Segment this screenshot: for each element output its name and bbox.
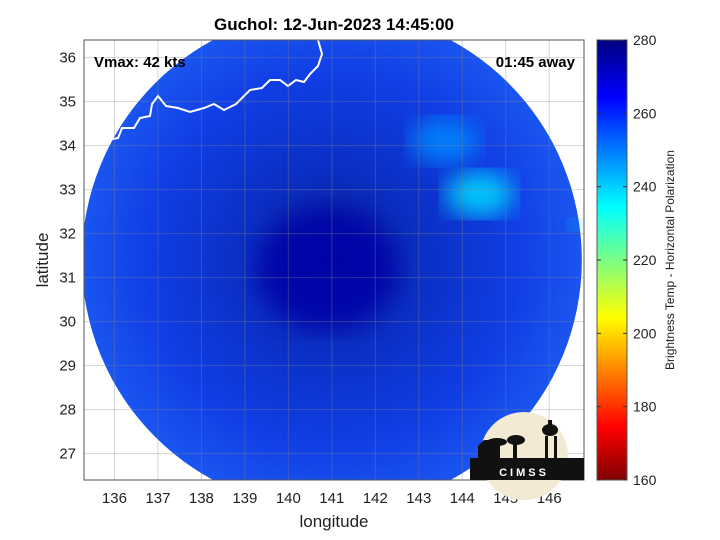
x-tick-label: 142 (363, 490, 388, 507)
chart-title: Guchol: 12-Jun-2023 14:45:00 (214, 15, 454, 34)
y-tick-label: 33 (59, 182, 76, 199)
y-tick-label: 29 (59, 358, 76, 375)
x-tick-label: 137 (145, 490, 170, 507)
y-axis-label: latitude (33, 233, 52, 288)
colorbar-tick-label: 260 (633, 105, 657, 121)
convection-band (445, 172, 514, 216)
colorbar-label: Brightness Temp - Horizontal Polarizatio… (663, 150, 677, 370)
colorbar-tick-label: 160 (633, 472, 657, 488)
colorbar-tick-label: 200 (633, 325, 657, 341)
colorbar-tick-label: 280 (633, 32, 657, 48)
edge-cell (567, 218, 584, 231)
y-tick-label: 27 (59, 446, 76, 463)
eye-region (257, 208, 398, 329)
y-tick-label: 34 (59, 138, 76, 155)
svg-text:CIMSS: CIMSS (499, 467, 549, 479)
coastline (84, 61, 111, 87)
vmax-annotation: Vmax: 42 kts (94, 54, 186, 71)
x-tick-label: 139 (232, 490, 257, 507)
colorbar-tick-label: 240 (633, 179, 657, 195)
convection-band (410, 119, 479, 164)
colorbar-tick-label: 180 (633, 399, 657, 415)
y-tick-label: 30 (59, 314, 76, 331)
x-tick-label: 144 (450, 490, 475, 507)
x-tick-label: 136 (102, 490, 127, 507)
convection-features (257, 119, 584, 329)
colorbar-tick-label: 220 (633, 252, 657, 268)
x-tick-label: 140 (276, 490, 301, 507)
colorbar (596, 39, 628, 481)
cimss-logo: CIMSS (470, 412, 584, 500)
coastline (84, 40, 324, 161)
y-tick-label: 35 (59, 94, 76, 111)
y-tick-label: 28 (59, 402, 76, 419)
x-tick-labels: 136 137 138 139 140 141 142 143 144 145 146 (102, 490, 562, 507)
x-axis-label: longitude (299, 512, 368, 531)
y-tick-label: 32 (59, 226, 76, 243)
time-away-annotation: 01:45 away (496, 54, 576, 71)
y-tick-label: 31 (59, 270, 76, 287)
colorbar-ticks: 160 180 200 220 240 260 280 (597, 32, 657, 488)
x-tick-label: 138 (189, 490, 214, 507)
y-tick-labels: 27 28 29 30 31 32 33 34 35 36 (59, 50, 76, 463)
swath-layer (84, 40, 584, 480)
x-tick-label: 143 (406, 490, 431, 507)
y-tick-label: 36 (59, 50, 76, 67)
coastline (84, 112, 98, 128)
x-tick-label: 141 (319, 490, 344, 507)
axes-box (83, 39, 585, 481)
